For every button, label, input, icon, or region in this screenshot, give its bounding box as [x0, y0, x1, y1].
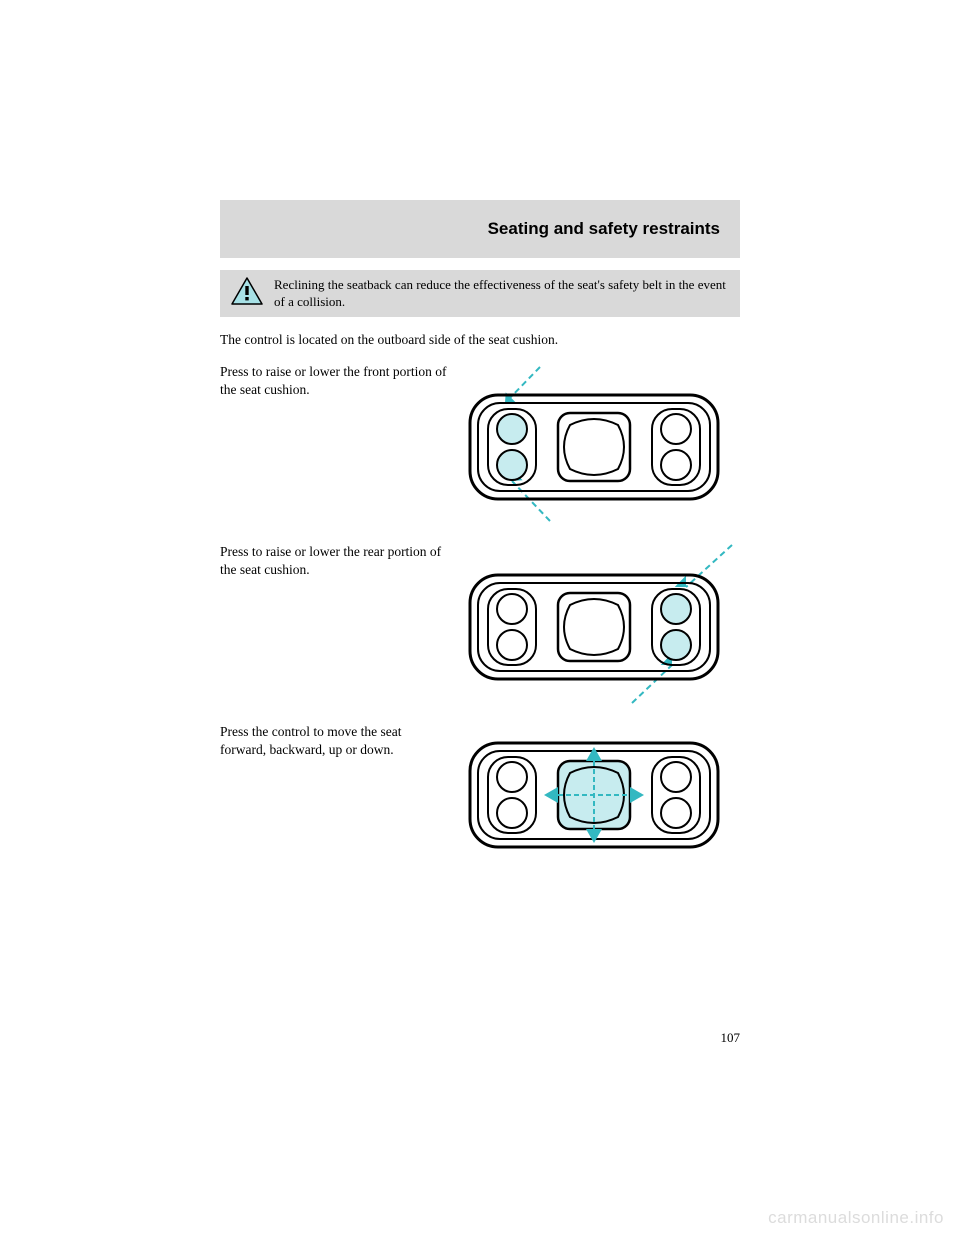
- intro-text: The control is located on the outboard s…: [220, 331, 740, 349]
- instruction-row-rear-cushion: Press to raise or lower the rear portion…: [220, 539, 740, 709]
- watermark: carmanualsonline.info: [768, 1208, 944, 1228]
- instruction-text: Press to raise or lower the rear portion…: [220, 539, 450, 579]
- instruction-row-front-cushion: Press to raise or lower the front portio…: [220, 359, 740, 529]
- warning-callout: Reclining the seatback can reduce the ef…: [220, 270, 740, 317]
- seat-control-diagram-fourway: [450, 719, 740, 869]
- seat-control-diagram-front: [450, 359, 740, 529]
- seat-control-diagram-rear: [450, 539, 740, 709]
- instruction-row-four-way: Press the control to move the seat forwa…: [220, 719, 740, 869]
- warning-text: Reclining the seatback can reduce the ef…: [274, 277, 730, 311]
- section-title: Seating and safety restraints: [488, 219, 720, 239]
- instruction-text: Press to raise or lower the front portio…: [220, 359, 450, 399]
- instruction-text: Press the control to move the seat forwa…: [220, 719, 450, 759]
- warning-triangle-icon: [230, 276, 264, 311]
- section-header: Seating and safety restraints: [220, 200, 740, 258]
- page-number: 107: [721, 1030, 741, 1046]
